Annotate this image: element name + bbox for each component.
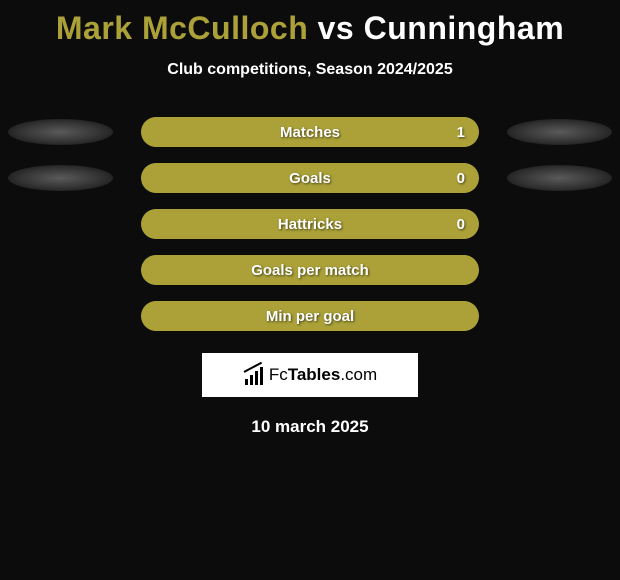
stat-row: Goals0 — [0, 155, 620, 201]
bar-fill-player1 — [141, 117, 479, 147]
stat-bar: Goals per match — [141, 255, 479, 285]
page-title: Mark McCulloch vs Cunningham — [0, 0, 620, 47]
brand-badge: FcTables.com — [202, 353, 418, 397]
shadow-spacer — [507, 211, 612, 237]
stat-row: Matches1 — [0, 109, 620, 155]
bar-fill-player1 — [141, 163, 479, 193]
shadow-spacer — [507, 257, 612, 283]
brand-prefix: Fc — [269, 365, 288, 384]
stat-bar: Goals0 — [141, 163, 479, 193]
brand-suffix: .com — [340, 365, 377, 384]
shadow-ellipse-right — [507, 119, 612, 145]
brand-chart-icon — [243, 365, 265, 385]
bar-fill-player1 — [141, 209, 479, 239]
bar-fill-player1 — [141, 255, 479, 285]
comparison-infographic: Mark McCulloch vs Cunningham Club compet… — [0, 0, 620, 580]
stat-bar: Matches1 — [141, 117, 479, 147]
stat-rows: Matches1 Goals0 Hattricks0 Goals per match M… — [0, 109, 620, 339]
shadow-spacer — [8, 257, 113, 283]
title-vs: vs — [318, 10, 355, 46]
subtitle: Club competitions, Season 2024/2025 — [0, 61, 620, 79]
brand-bold: Tables — [288, 365, 341, 384]
shadow-spacer — [8, 211, 113, 237]
stat-bar: Hattricks0 — [141, 209, 479, 239]
shadow-spacer — [507, 303, 612, 329]
stat-row: Goals per match — [0, 247, 620, 293]
shadow-ellipse-right — [507, 165, 612, 191]
date-label: 10 march 2025 — [0, 417, 620, 437]
shadow-ellipse-left — [8, 119, 113, 145]
title-player1: Mark McCulloch — [56, 10, 308, 46]
shadow-spacer — [8, 303, 113, 329]
brand-text: FcTables.com — [269, 365, 377, 385]
stat-row: Min per goal — [0, 293, 620, 339]
bar-fill-player1 — [141, 301, 479, 331]
stat-bar: Min per goal — [141, 301, 479, 331]
stat-row: Hattricks0 — [0, 201, 620, 247]
shadow-ellipse-left — [8, 165, 113, 191]
title-player2: Cunningham — [364, 10, 565, 46]
